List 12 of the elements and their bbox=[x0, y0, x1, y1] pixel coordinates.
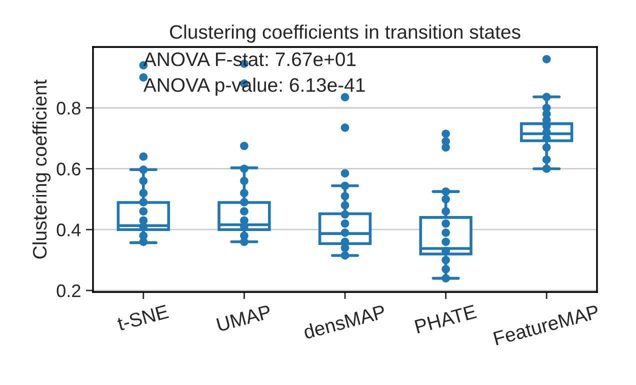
y-tick-label: 0.4 bbox=[56, 224, 81, 236]
y-axis-title: Clustering coefficient bbox=[32, 80, 51, 259]
annotation: ANOVA F-stat: 7.67e+01 bbox=[143, 52, 356, 66]
y-tick-label: 0.2 bbox=[56, 284, 80, 298]
x-tick-label: UMAP bbox=[216, 304, 272, 332]
y-tick-label: 0.6 bbox=[56, 162, 80, 176]
annotation: ANOVA p-value: 6.13e-41 bbox=[143, 78, 365, 96]
x-tick-label: PHATE bbox=[414, 304, 477, 334]
x-tick-label: t-SNE bbox=[116, 304, 169, 331]
chart-title: Clustering coefficients in transition states bbox=[170, 24, 520, 43]
x-tick-label: densMAP bbox=[302, 304, 386, 340]
y-tick-label: 0.8 bbox=[56, 102, 80, 115]
